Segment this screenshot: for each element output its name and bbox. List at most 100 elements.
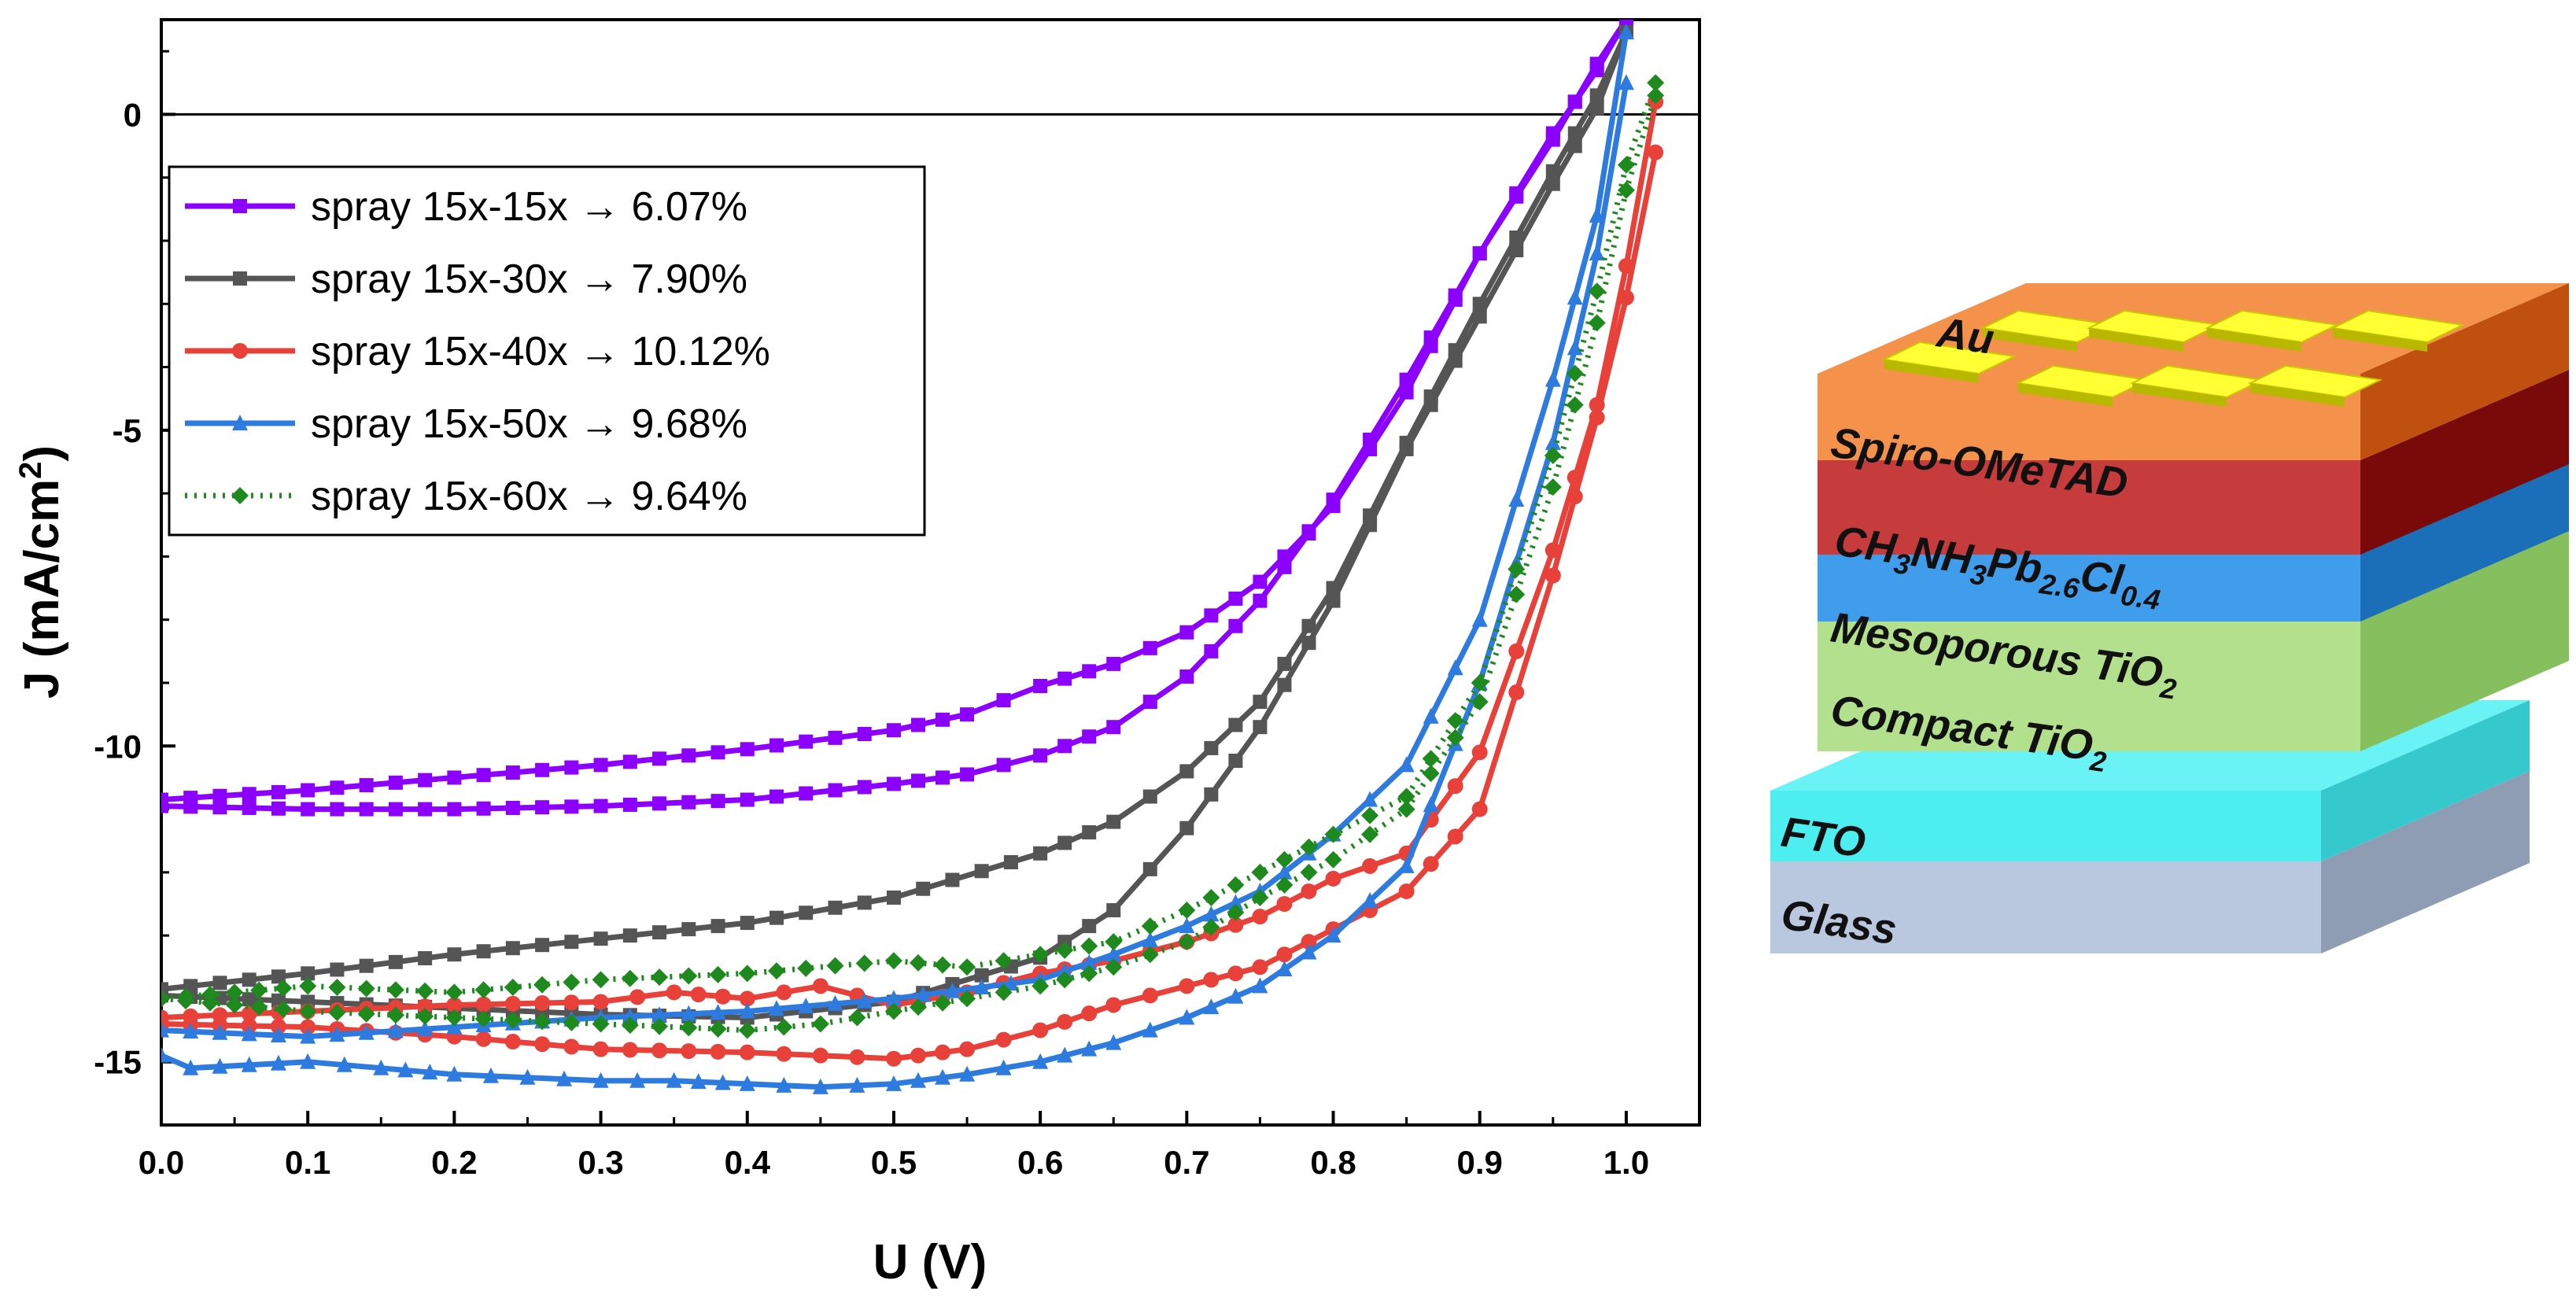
data-point xyxy=(519,1068,536,1085)
data-point xyxy=(996,758,1011,773)
data-point xyxy=(769,1000,784,1016)
data-point xyxy=(1056,941,1074,959)
data-point xyxy=(1301,943,1317,960)
data-point xyxy=(1033,679,1048,694)
data-point xyxy=(958,990,976,1008)
data-point xyxy=(271,801,286,816)
data-point xyxy=(1227,917,1244,933)
data-point xyxy=(556,1070,573,1086)
y-tick-label: -5 xyxy=(113,412,142,449)
data-point xyxy=(535,938,550,953)
data-point xyxy=(934,994,952,1012)
data-point xyxy=(212,788,227,803)
data-point xyxy=(1566,396,1584,414)
x-tick-label: 0.3 xyxy=(578,1144,623,1181)
data-point xyxy=(1471,801,1488,817)
data-point xyxy=(1141,946,1159,964)
data-point xyxy=(476,768,491,783)
data-point xyxy=(714,988,731,1005)
data-point xyxy=(445,1009,463,1027)
data-point xyxy=(564,935,579,950)
data-point xyxy=(250,998,268,1016)
data-point xyxy=(1179,625,1194,640)
data-point xyxy=(1300,863,1318,881)
data-point xyxy=(1362,858,1378,874)
data-point xyxy=(910,717,925,732)
data-point xyxy=(1544,567,1561,584)
data-point xyxy=(1325,870,1342,887)
data-point xyxy=(776,1076,792,1093)
data-point xyxy=(768,962,785,980)
data-point xyxy=(1277,677,1292,692)
data-point xyxy=(769,910,784,925)
data-point xyxy=(359,958,374,973)
data-point xyxy=(397,1061,414,1078)
data-point xyxy=(563,1013,581,1031)
data-point xyxy=(301,783,316,798)
data-point xyxy=(739,1002,755,1019)
perovskite-label-part: Cl xyxy=(2077,551,2127,604)
data-point xyxy=(1326,593,1341,608)
data-point xyxy=(1447,828,1463,845)
data-point xyxy=(1589,409,1605,426)
data-point xyxy=(886,890,901,905)
data-point xyxy=(271,969,286,984)
data-point xyxy=(1227,965,1244,982)
data-point xyxy=(330,962,345,977)
perovskite-label-part: 2.6 xyxy=(2037,567,2082,605)
data-point xyxy=(446,1065,463,1082)
data-point xyxy=(1203,998,1220,1015)
data-point xyxy=(474,981,493,999)
data-point xyxy=(1082,664,1097,679)
data-point xyxy=(1228,717,1243,732)
data-point xyxy=(183,799,198,814)
series-0 xyxy=(161,20,1633,817)
data-point xyxy=(505,800,520,815)
data-point xyxy=(960,767,975,782)
y-tick-label: -15 xyxy=(94,1044,142,1081)
data-point xyxy=(1567,489,1583,505)
data-point xyxy=(1423,707,1439,724)
data-point xyxy=(330,802,345,817)
data-point xyxy=(592,994,609,1010)
data-point xyxy=(1142,695,1157,710)
data-point xyxy=(680,967,698,985)
data-point xyxy=(812,1047,829,1064)
data-point xyxy=(418,773,433,787)
data-point xyxy=(301,802,316,817)
legend-label: spray 15x-15x → 6.07% xyxy=(311,184,747,230)
data-point xyxy=(1277,656,1292,671)
data-point xyxy=(1361,806,1379,824)
gold-pad-edge xyxy=(2333,328,2427,352)
data-point xyxy=(1106,903,1121,918)
x-axis-ticks: 0.0 0.1 0.2 0.3 0.4 0.5 0.6 0.7 0.8 0.9 1.0 xyxy=(138,1111,1649,1181)
data-point xyxy=(475,996,492,1012)
data-point xyxy=(418,802,433,817)
data-point xyxy=(300,1027,316,1044)
data-point xyxy=(161,990,170,1008)
data-point xyxy=(593,931,608,946)
data-point xyxy=(1508,585,1526,603)
data-point xyxy=(1471,610,1488,627)
data-point xyxy=(959,1065,976,1082)
series-4 xyxy=(161,74,1665,1039)
stack-layer-perovskite xyxy=(1818,370,2569,555)
data-point xyxy=(1618,290,1634,306)
data-point xyxy=(1032,946,1050,964)
legend-marker xyxy=(233,199,247,213)
data-point xyxy=(740,792,755,807)
data-point xyxy=(1509,189,1524,204)
data-point xyxy=(910,1071,926,1088)
data-point xyxy=(533,976,552,994)
data-point xyxy=(388,775,403,790)
data-point xyxy=(622,1007,638,1024)
data-point xyxy=(445,983,463,1001)
data-point xyxy=(183,1059,199,1075)
data-point xyxy=(621,1016,639,1035)
data-point xyxy=(373,1059,389,1075)
data-point xyxy=(652,751,667,766)
data-point xyxy=(212,976,227,990)
data-point xyxy=(1228,618,1243,633)
data-point xyxy=(1472,246,1487,261)
data-point xyxy=(739,990,755,1007)
